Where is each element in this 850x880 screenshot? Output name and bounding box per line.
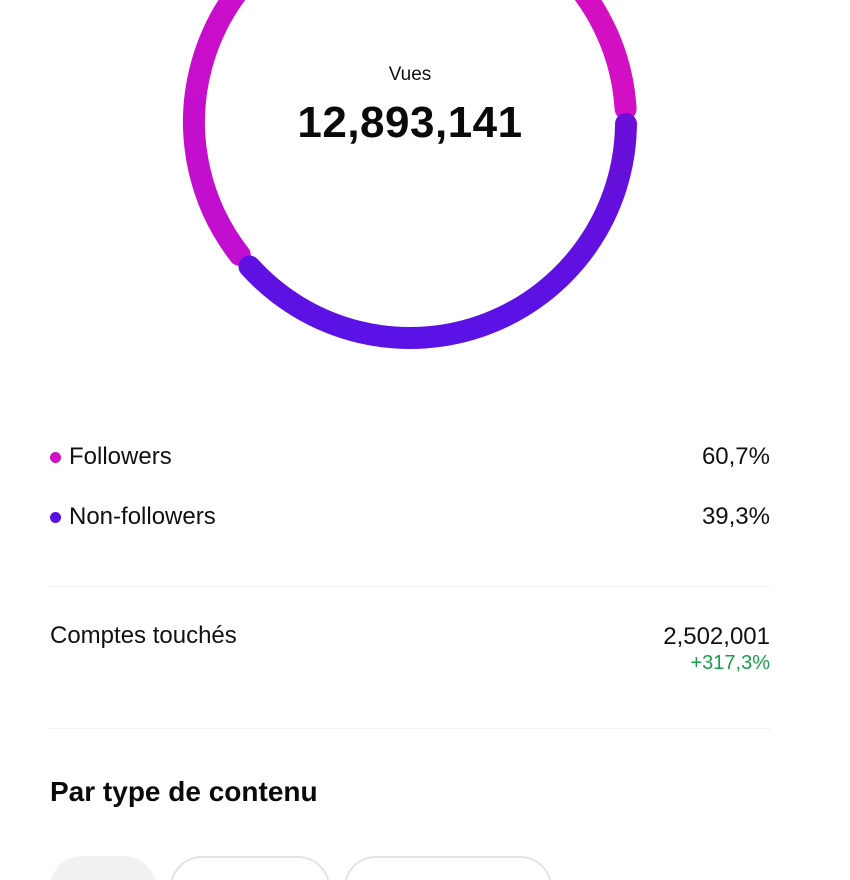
views-donut-chart: Vues 12,893,141 — [0, 0, 850, 360]
donut-svg — [183, 0, 637, 349]
donut-arc-followers — [183, 0, 637, 266]
divider — [50, 586, 770, 587]
accounts-reached-row[interactable]: Comptes touchés 2,502,001 +317,3% — [50, 622, 770, 674]
accounts-reached-change: +317,3% — [690, 652, 770, 674]
accounts-reached-label: Comptes touchés — [50, 622, 237, 649]
content-filter-chip[interactable] — [344, 856, 552, 880]
views-total: 12,893,141 — [297, 98, 523, 147]
accounts-reached-value: 2,502,001 — [663, 623, 770, 650]
views-label: Vues — [388, 64, 432, 85]
content-type-title: Par type de contenu — [50, 776, 318, 807]
non-followers-dot-icon — [50, 511, 61, 523]
divider — [50, 728, 770, 729]
donut-arc-non-followers — [238, 112, 637, 349]
legend-percent-followers: 60,7% — [701, 443, 770, 470]
legend-row-followers: Followers 60,7% — [50, 442, 770, 472]
legend-percent-non-followers: 39,3% — [701, 503, 770, 530]
content-filter-chip[interactable] — [50, 856, 156, 880]
legend-row-non-followers: Non-followers 39,3% — [50, 502, 770, 532]
followers-dot-icon — [50, 451, 61, 463]
legend-label-followers: Followers — [69, 443, 172, 470]
content-filter-chip[interactable] — [170, 856, 330, 880]
legend-label-non-followers: Non-followers — [69, 503, 216, 530]
